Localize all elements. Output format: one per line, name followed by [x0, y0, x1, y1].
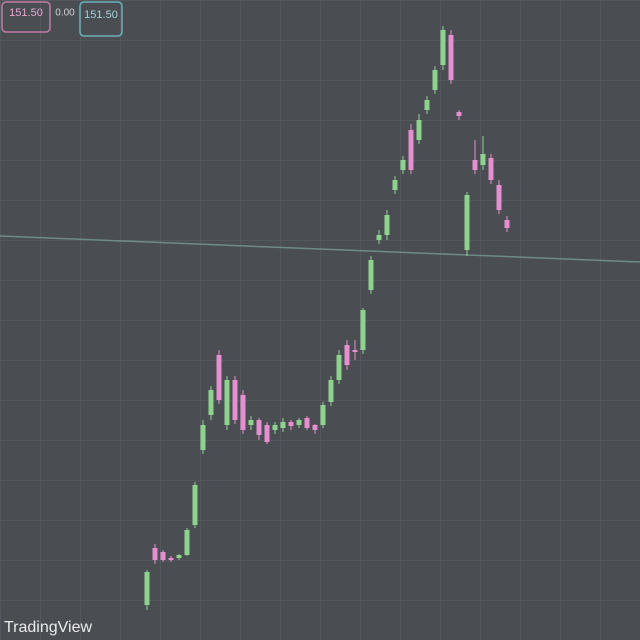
candle-body: [184, 530, 190, 555]
candle-body: [216, 355, 222, 400]
candle-body: [416, 120, 422, 140]
candle-body: [352, 350, 358, 352]
ask-box[interactable]: [79, 1, 123, 37]
candle-body: [432, 70, 438, 90]
candle-body: [168, 558, 174, 560]
bid-price: 151.50: [9, 7, 43, 19]
candle-body: [280, 422, 286, 428]
candle-body: [448, 35, 454, 80]
candle-body: [408, 130, 414, 170]
candle-body: [504, 220, 510, 228]
candle-body: [304, 418, 310, 428]
watermark: TradingView: [4, 619, 92, 636]
candle-body: [488, 158, 494, 180]
candle-body: [208, 390, 214, 415]
candle-body: [480, 154, 486, 165]
candle-body: [224, 380, 230, 425]
candle-body: [496, 185, 502, 210]
candle-body: [272, 425, 278, 430]
candle-body: [392, 180, 398, 190]
candle-body: [464, 195, 470, 250]
candle-body: [376, 235, 382, 240]
candle-body: [336, 355, 342, 380]
candle-body: [320, 405, 326, 425]
bid-box[interactable]: [1, 1, 51, 33]
candle-body: [400, 160, 406, 170]
candle-body: [312, 425, 318, 430]
candle-body: [288, 422, 294, 426]
candle-body: [240, 395, 246, 430]
candle-body: [200, 425, 206, 450]
candle-body: [152, 548, 158, 560]
candle-body: [344, 345, 350, 365]
candle-body: [176, 555, 182, 558]
candle-body: [296, 420, 302, 425]
candle-body: [384, 215, 390, 235]
candle-body: [472, 160, 478, 170]
candle-body: [440, 30, 446, 65]
spread: 0.00: [55, 8, 75, 19]
candle-body: [256, 420, 262, 435]
candle-body: [144, 572, 150, 605]
candle-body: [248, 420, 254, 425]
price-line: [0, 235, 640, 263]
candle-body: [160, 552, 166, 560]
candle-body: [232, 380, 238, 420]
candle-body: [264, 425, 270, 442]
candle-body: [328, 380, 334, 402]
candle-body: [424, 100, 430, 110]
candle-body: [360, 310, 366, 350]
candle-body: [192, 485, 198, 525]
ask-price: 151.50: [84, 9, 118, 21]
candle-body: [368, 260, 374, 290]
candle-body: [456, 112, 462, 116]
